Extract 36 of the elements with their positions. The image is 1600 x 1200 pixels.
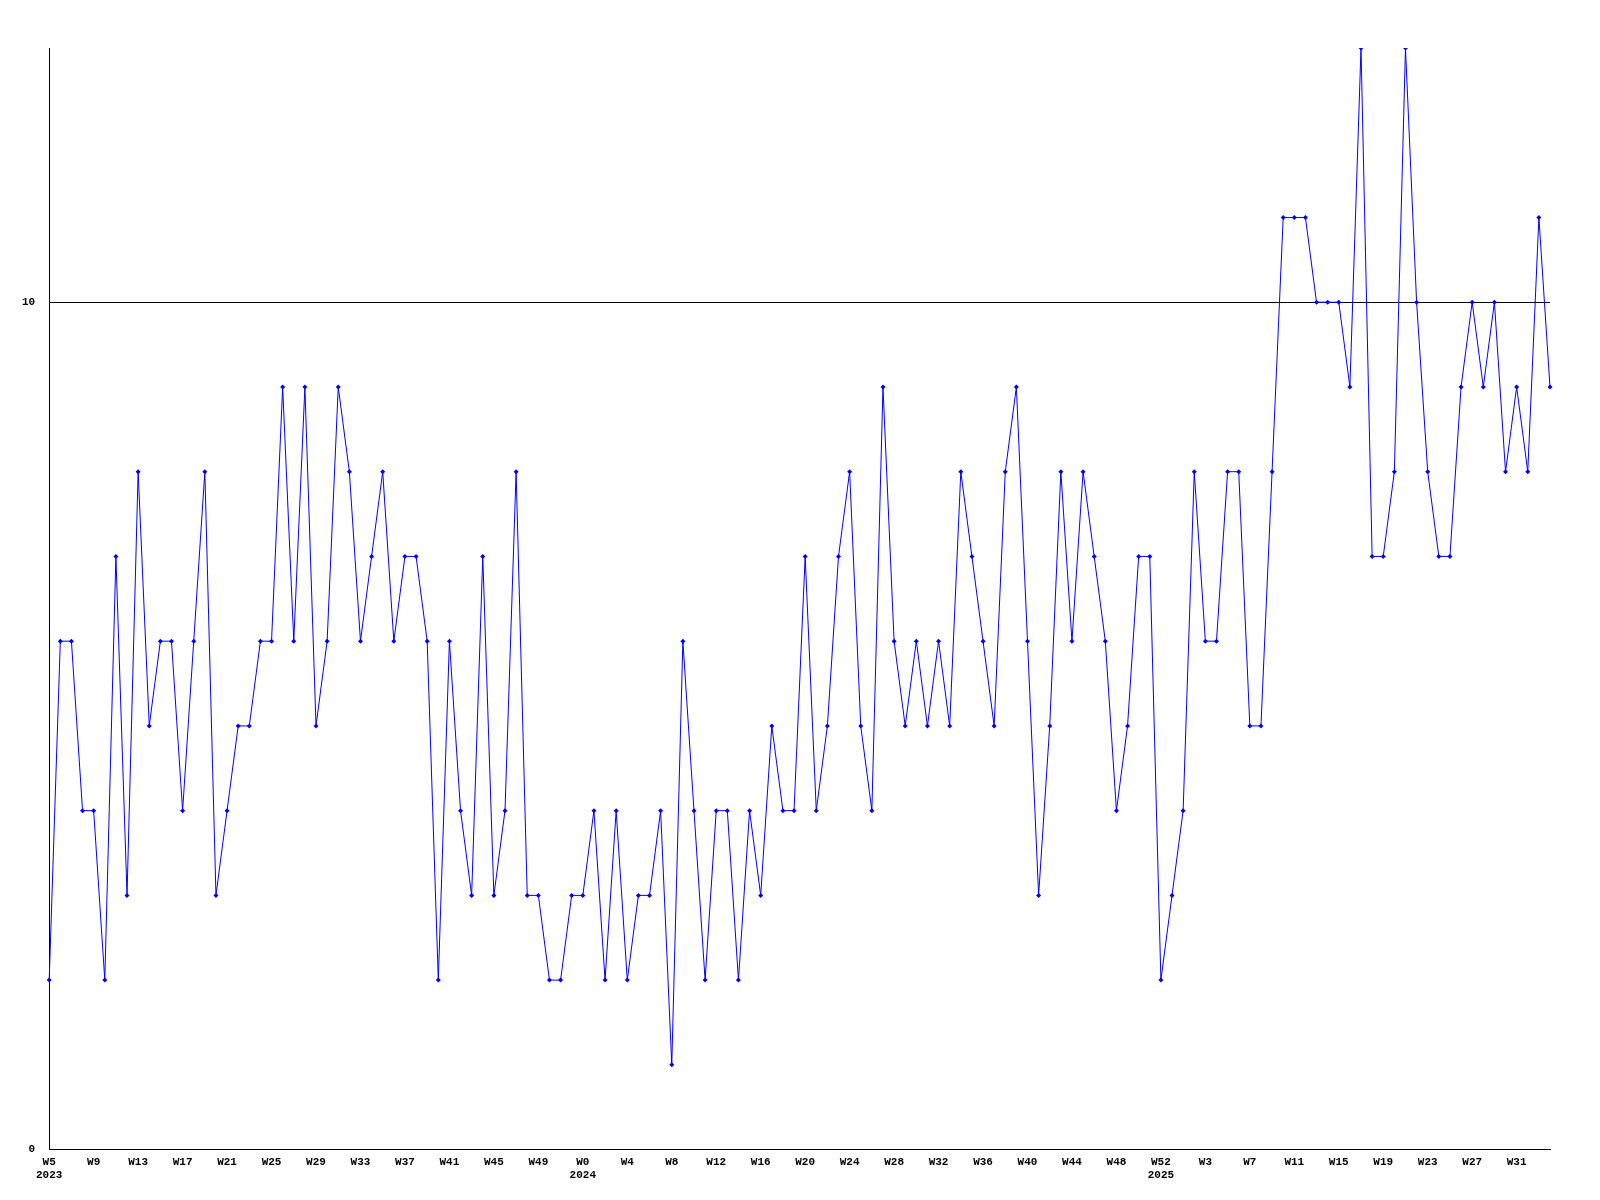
x-tick-label: W48 (1106, 1155, 1127, 1168)
x-tick-label: W49 (528, 1155, 549, 1168)
x-tick-label: W8 (665, 1155, 679, 1168)
x-tick-label: W28 (884, 1155, 905, 1168)
x-tick-label: W17 (172, 1155, 193, 1168)
y-tick-label: 0 (28, 1143, 36, 1156)
y-tick-label: 10 (22, 295, 36, 308)
x-tick-label: W24 (839, 1155, 860, 1168)
x-tick-label: W31 (1506, 1155, 1527, 1168)
x-tick-label: W4 (620, 1155, 635, 1168)
x-tick-label: W19 (1373, 1155, 1394, 1168)
x-tick-label: W32 (928, 1155, 949, 1168)
x-tick-label: W27 (1462, 1155, 1483, 1168)
x-tick-label: W12 (706, 1155, 727, 1168)
x-tick-label: W36 (973, 1155, 993, 1168)
x-tick-label: W23 (1417, 1155, 1439, 1168)
x-tick-label: W3 (1198, 1155, 1213, 1168)
x-tick-label: W52 2025 (1147, 1155, 1175, 1182)
x-tick-label: W20 (795, 1155, 816, 1168)
x-tick-label: W37 (395, 1155, 415, 1168)
x-tick-label: W25 (261, 1155, 282, 1168)
x-tick-label: W13 (128, 1155, 149, 1168)
x-tick-label: W16 (750, 1155, 771, 1168)
x-tick-label: W11 (1284, 1155, 1305, 1168)
x-tick-label: W29 (306, 1155, 326, 1168)
x-tick-label: W45 (483, 1155, 505, 1168)
x-tick-label: W33 (350, 1155, 371, 1168)
x-tick-label: W21 (217, 1155, 238, 1168)
x-tick-label: W41 (439, 1155, 460, 1168)
x-tick-label: W5 2023 (36, 1155, 63, 1182)
x-tick-label: W15 (1328, 1155, 1350, 1168)
x-tick-label: W0 2024 (569, 1155, 597, 1182)
x-tick-label: W40 (1017, 1155, 1038, 1168)
x-tick-label: W7 (1243, 1155, 1257, 1168)
x-tick-label: W44 (1062, 1155, 1083, 1168)
x-tick-label: W9 (87, 1155, 101, 1168)
